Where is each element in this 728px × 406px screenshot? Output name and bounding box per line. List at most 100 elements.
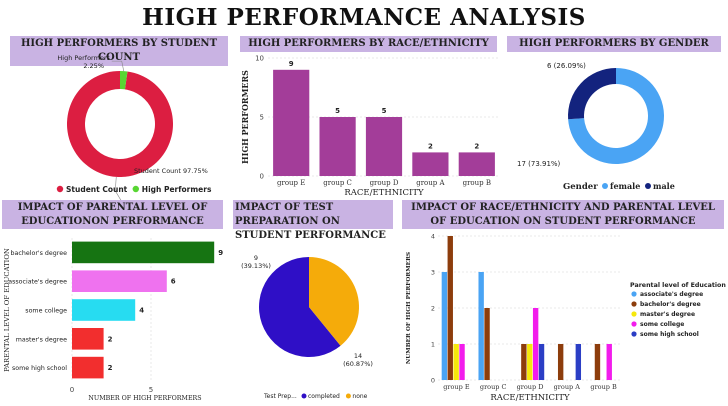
bar-bachelor-s-degree: [72, 241, 215, 264]
bar-group-e-bachelor-s-degree: [447, 236, 453, 380]
tick-label-y-associate-s-degree: associate's degree: [8, 279, 67, 286]
page-title: HIGH PERFORMANCE ANALYSIS: [142, 4, 586, 31]
bar-group-e: [273, 69, 310, 176]
bar-group-d: [365, 117, 403, 176]
tick-label-x-5: 5: [149, 386, 153, 394]
slice-student-count: [67, 71, 174, 177]
legend-title: Gender: [563, 182, 598, 192]
tick-label-x-group-e: group E: [443, 383, 470, 391]
legend-swatch-female: [602, 183, 608, 189]
legend-label-master-s-degree: master's degree: [640, 311, 695, 318]
panel-header-combo: IMPACT OF RACE/ETHNICITY AND PARENTAL LE…: [402, 200, 724, 229]
tick-label-y-1: 1: [431, 341, 435, 349]
legend-swatch-none: [345, 393, 351, 399]
gender-donut-chart: 17 (73.91%) 6 (26.09%) Gender female male: [517, 62, 675, 192]
data-label-group-c: 5: [335, 107, 340, 115]
bar-group-d-master-s-degree: [527, 344, 533, 380]
data-label-some-high-school: 2: [108, 364, 113, 372]
data-label-master-s-degree: 2: [108, 335, 113, 343]
legend-label-bachelor-s-degree: bachelor's degree: [640, 301, 701, 308]
bar-group-d-some-high-school: [538, 344, 545, 380]
bar-group-e-associate-s-degree: [441, 272, 448, 380]
data-label-group-a: 2: [428, 142, 433, 150]
tick-label-y-4: 4: [431, 233, 435, 241]
label-none-pct: (39.13%): [241, 262, 271, 270]
legend-title: Test Prep...: [263, 393, 297, 400]
race-education-grouped-bar-chart: 0 1 2 3 4 group E group C group D group A group B…: [406, 233, 726, 404]
tick-label-x-0: 0: [70, 386, 74, 394]
bar-group-c: [319, 117, 356, 176]
legend-swatch-male: [645, 183, 651, 189]
label-student-count: Student Count 97.75%: [134, 167, 208, 175]
tick-label-x-group-c: group C: [323, 179, 352, 187]
legend-label-student-count: Student Count: [66, 185, 128, 194]
legend-label-some-college: some college: [640, 321, 684, 328]
tick-label-x-group-a: group A: [416, 179, 445, 187]
tick-label-x-group-e: group E: [277, 179, 305, 187]
bar-group-c-associate-s-degree: [478, 272, 484, 380]
tick-label-x-group-d: group D: [517, 383, 544, 391]
legend-label-some-high-school: some high school: [640, 331, 699, 338]
tick-label-y-10: 10: [255, 55, 264, 63]
data-label-some-college: 4: [139, 307, 144, 315]
legend-swatch-master-s-degree: [631, 311, 637, 317]
y-axis-title: HIGH PERFORMERS: [240, 70, 250, 164]
bar-group-e-some-college: [459, 344, 465, 380]
label-high-performers-pct: 2.25%: [83, 62, 104, 70]
tick-label-x-group-d: group D: [370, 179, 399, 187]
legend-label-completed: completed: [308, 393, 340, 400]
y-axis-title: PARENTAL LEVEL OF EDUCATION: [3, 248, 11, 372]
tick-label-x-group-b: group B: [590, 383, 617, 391]
y-axis-title: NUMBER OF HIGH PERFORMERS: [406, 252, 412, 364]
x-axis-title: RACE/ETHNICITY: [344, 188, 424, 198]
legend-swatch-high-performers: [132, 185, 139, 193]
data-label-group-e: 9: [289, 60, 294, 68]
data-label-bachelor-s-degree: 9: [218, 249, 223, 257]
slice-none: [309, 257, 359, 346]
legend-label-associate-s-degree: associate's degree: [640, 291, 703, 298]
tick-label-y-some-high-school: some high school: [12, 365, 67, 372]
data-label-associate-s-degree: 6: [171, 278, 176, 286]
tick-label-y-2: 2: [431, 305, 435, 313]
slice-completed: [259, 257, 341, 357]
x-axis-title: NUMBER OF HIGH PERFORMERS: [88, 395, 201, 402]
legend-label-none: none: [352, 393, 367, 400]
bar-some-high-school: [72, 356, 104, 379]
bar-master-s-degree: [72, 328, 104, 350]
tick-label-x-group-a: group A: [554, 383, 581, 391]
slice-male: [568, 68, 616, 120]
tick-label-y-master-s-degree: master's degree: [16, 336, 67, 343]
annotation-high-performers: High Performers: [57, 54, 110, 62]
label-male: 6 (26.09%): [547, 62, 586, 70]
legend-swatch-bachelor-s-degree: [631, 301, 637, 307]
panel-header-gender: HIGH PERFORMERS BY GENDER: [507, 36, 721, 52]
tick-label-x-group-b: group B: [463, 179, 491, 187]
label-female: 17 (73.91%): [517, 160, 561, 168]
bar-group-a-some-high-school: [575, 344, 582, 380]
panel-header-prep: IMPACT OF TEST PREPARATION ON STUDENT PE…: [233, 200, 393, 241]
panel-header-edu: IMPACT OF PARENTAL LEVEL OF EDUCATIONON …: [2, 200, 223, 229]
legend-swatch-associate-s-degree: [631, 291, 637, 297]
student-count-donut-chart: Student Count 97.75%2.25%High Performers…: [56, 54, 212, 200]
bar-some-college: [72, 299, 136, 321]
x-axis-title: RACE/ETHNICITY: [490, 393, 570, 403]
bar-group-b-bachelor-s-degree: [594, 344, 601, 380]
tick-label-y-some-college: some college: [25, 308, 67, 315]
tick-label-y-bachelor-s-degree: bachelor's degree: [11, 250, 68, 257]
slice-female: [568, 68, 664, 164]
legend-swatch-student-count: [56, 185, 64, 193]
legend-title: Parental level of Education: [630, 282, 726, 289]
race-bar-chart: 0 5 10 9 group E 5 group C 5 group D 2 group A 2 gro…: [240, 55, 500, 198]
tick-label-y-3: 3: [431, 269, 435, 277]
legend-swatch-some-college: [631, 321, 637, 327]
legend-label-female: female: [610, 181, 640, 191]
bar-associate-s-degree: [72, 270, 167, 292]
education-bar-chart: 0 5 9 bachelor's degree 6 associate's degree 4…: [3, 238, 223, 402]
label-none-count: 9: [254, 254, 258, 262]
tick-label-x-group-c: group C: [480, 383, 507, 391]
legend-label-high-performers: High Performers: [142, 185, 212, 194]
tick-label-y-0: 0: [260, 173, 264, 181]
bar-group-e-master-s-degree: [453, 344, 459, 380]
data-label-group-d: 5: [382, 107, 387, 115]
bar-group-d-some-college: [532, 308, 539, 380]
